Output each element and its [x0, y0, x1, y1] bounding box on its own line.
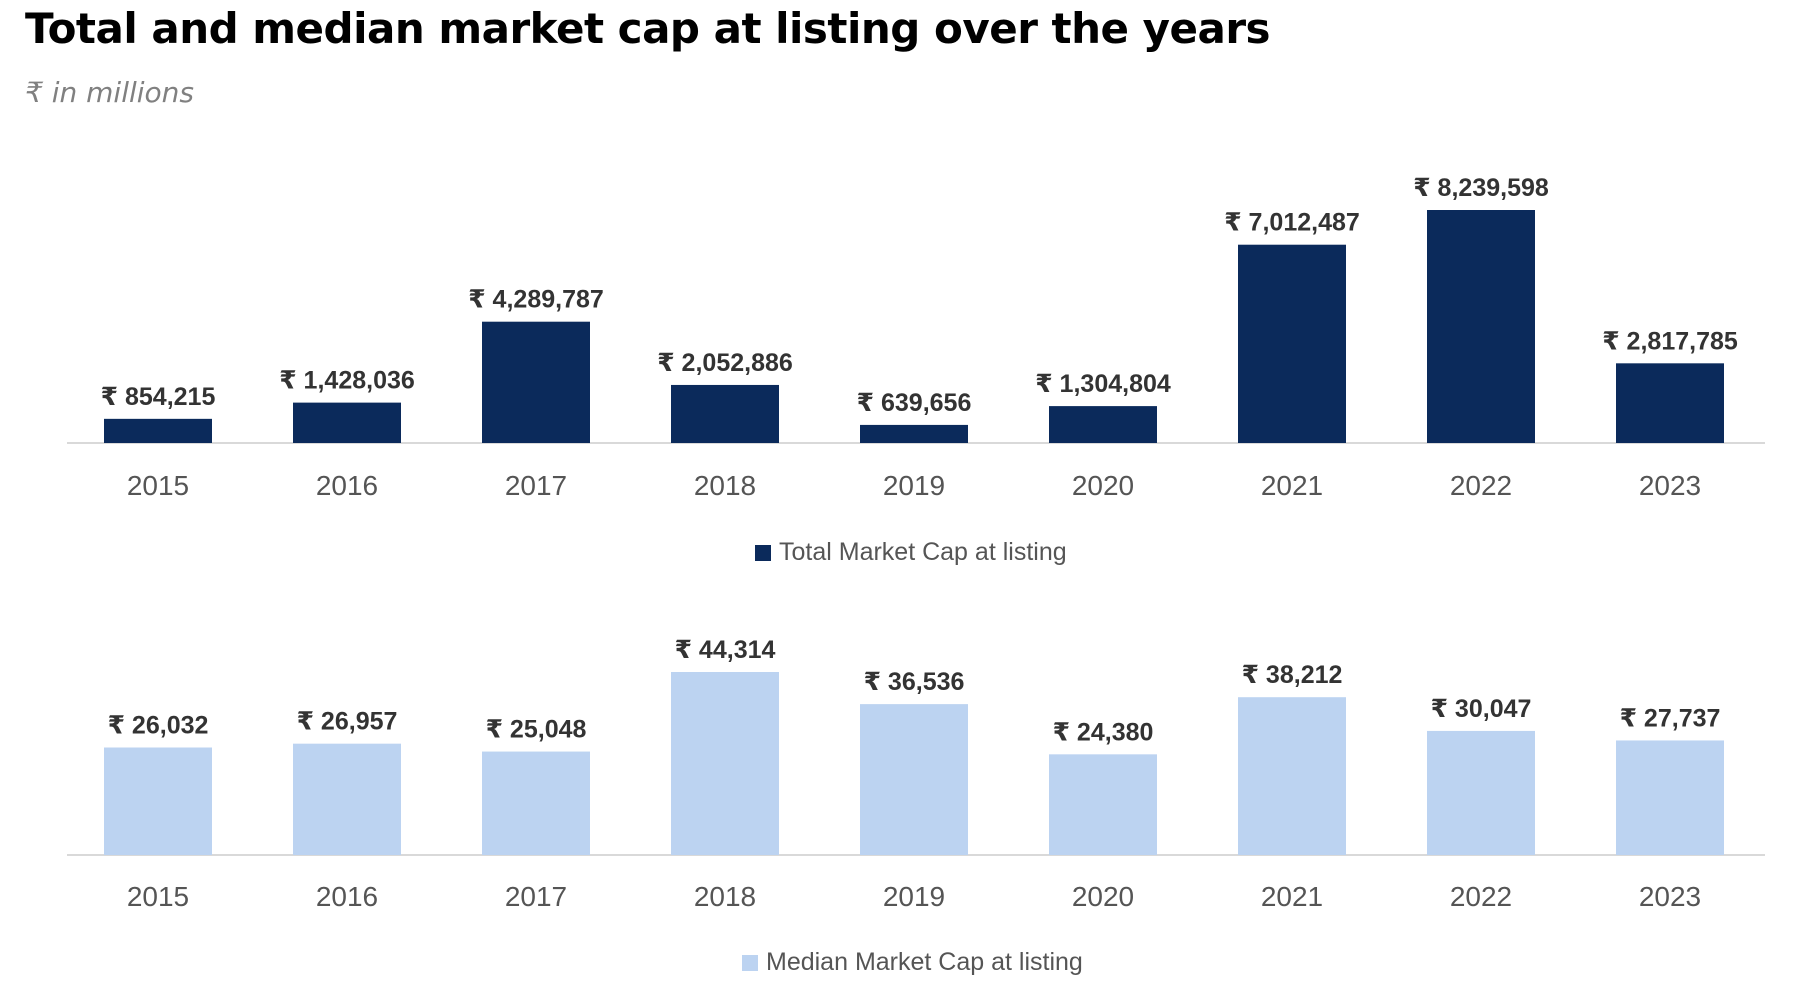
total-bar-2021 — [1238, 244, 1346, 443]
total-data-label-2016: ₹ 1,428,036 — [279, 367, 415, 395]
median-market-cap-legend: Median Market Cap at listing — [742, 948, 1083, 977]
page-title: Total and median market cap at listing o… — [25, 4, 1271, 53]
median-data-label-2015: ₹ 26,032 — [108, 711, 209, 739]
median-tick-label-2023: 2023 — [1639, 881, 1701, 912]
median-bar-2016 — [293, 743, 401, 855]
total-bar-2022 — [1427, 210, 1535, 443]
median-data-label-2017: ₹ 25,048 — [486, 716, 587, 744]
median-bar-2015 — [104, 747, 212, 855]
median-bar-2020 — [1049, 754, 1157, 855]
total-legend-swatch — [755, 544, 771, 561]
total-data-label-2017: ₹ 4,289,787 — [468, 286, 604, 314]
median-data-label-2016: ₹ 26,957 — [297, 708, 398, 736]
median-tick-label-2019: 2019 — [883, 881, 945, 912]
median-bar-2021 — [1238, 697, 1346, 855]
total-data-label-2019: ₹ 639,656 — [857, 389, 972, 417]
median-data-label-2020: ₹ 24,380 — [1053, 718, 1154, 746]
total-data-label-2021: ₹ 7,012,487 — [1224, 209, 1360, 237]
total-bar-2015 — [104, 418, 212, 443]
total-legend-label: Total Market Cap at listing — [779, 538, 1067, 566]
median-data-label-2021: ₹ 38,212 — [1242, 661, 1343, 689]
total-bar-2018 — [671, 384, 779, 443]
median-tick-label-2015: 2015 — [127, 881, 189, 912]
median-data-label-2022: ₹ 30,047 — [1431, 695, 1532, 723]
median-tick-label-2016: 2016 — [316, 881, 378, 912]
median-data-label-2018: ₹ 44,314 — [675, 636, 776, 664]
total-data-label-2023: ₹ 2,817,785 — [1602, 327, 1738, 355]
total-tick-label-2021: 2021 — [1261, 470, 1323, 500]
total-bar-2023 — [1616, 363, 1724, 443]
total-tick-label-2020: 2020 — [1072, 470, 1134, 500]
median-tick-label-2018: 2018 — [694, 881, 756, 912]
median-bar-2017 — [482, 751, 590, 855]
total-tick-label-2016: 2016 — [316, 470, 378, 500]
total-tick-label-2017: 2017 — [505, 470, 567, 500]
median-bar-2019 — [860, 704, 968, 855]
total-tick-label-2022: 2022 — [1450, 470, 1512, 500]
total-data-label-2015: ₹ 854,215 — [101, 383, 216, 411]
total-data-label-2020: ₹ 1,304,804 — [1035, 370, 1171, 398]
total-market-cap-legend: Total Market Cap at listing — [755, 538, 1067, 567]
total-bar-2016 — [293, 402, 401, 443]
median-bar-2018 — [671, 672, 779, 855]
total-bar-2019 — [860, 424, 968, 443]
median-tick-label-2022: 2022 — [1450, 881, 1512, 912]
median-data-label-2023: ₹ 27,737 — [1620, 704, 1721, 732]
total-market-cap-chart: ₹ 854,215 2015 ₹ 1,428,036 2016 ₹ 4,289,787 2… — [67, 174, 1765, 500]
total-tick-label-2015: 2015 — [127, 470, 189, 500]
median-legend-swatch — [742, 954, 758, 971]
total-bar-2020 — [1049, 406, 1157, 443]
total-data-label-2018: ₹ 2,052,886 — [657, 349, 793, 377]
total-bar-2017 — [482, 321, 590, 443]
median-tick-label-2017: 2017 — [505, 881, 567, 912]
median-tick-label-2021: 2021 — [1261, 881, 1323, 912]
median-data-label-2019: ₹ 36,536 — [864, 668, 965, 696]
median-tick-label-2020: 2020 — [1072, 881, 1134, 912]
total-tick-label-2018: 2018 — [694, 470, 756, 500]
median-bar-2022 — [1427, 730, 1535, 855]
page-subtitle: ₹ in millions — [25, 76, 194, 109]
median-bar-2023 — [1616, 740, 1724, 855]
median-legend-label: Median Market Cap at listing — [766, 948, 1083, 976]
total-data-label-2022: ₹ 8,239,598 — [1413, 174, 1549, 202]
total-tick-label-2019: 2019 — [883, 470, 945, 500]
total-tick-label-2023: 2023 — [1639, 470, 1701, 500]
